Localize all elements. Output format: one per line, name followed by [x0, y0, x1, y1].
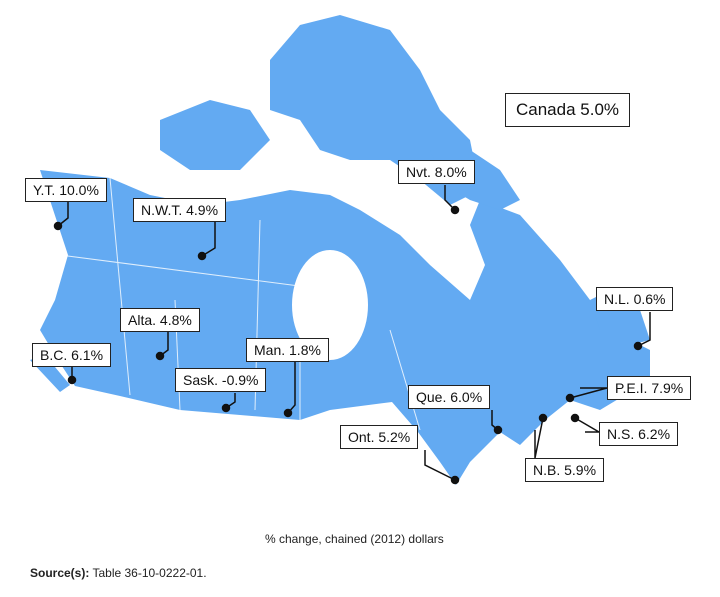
units-note: % change, chained (2012) dollars [265, 532, 444, 546]
location-dot-ont [450, 475, 460, 485]
leader-line-nvt [444, 185, 456, 211]
leader-line-yt [57, 200, 69, 227]
region-label-man: Man. 1.8% [246, 338, 329, 362]
source-label: Source(s): [30, 566, 90, 580]
location-dot-bc [67, 375, 77, 385]
western-islands [160, 100, 270, 170]
region-label-ont: Ont. 5.2% [340, 425, 419, 449]
region-label-bc: B.C. 6.1% [32, 343, 112, 367]
location-dot-pei [565, 393, 575, 403]
region-label-sask: Sask. -0.9% [175, 368, 267, 392]
location-dot-nwt [197, 251, 207, 261]
location-dot-man [283, 408, 293, 418]
location-dot-sask [221, 403, 231, 413]
location-dot-nl [633, 341, 643, 351]
region-label-nwt: N.W.T. 4.9% [133, 198, 227, 222]
region-label-ns: N.S. 6.2% [599, 422, 679, 446]
region-label-alta: Alta. 4.8% [120, 308, 200, 332]
location-dot-alta [155, 351, 165, 361]
location-dot-ns [570, 413, 580, 423]
leader-line-nl [637, 312, 651, 347]
region-label-que: Que. 6.0% [408, 385, 491, 409]
region-label-nl: N.L. 0.6% [596, 287, 674, 311]
location-dot-nb [538, 413, 548, 423]
region-label-nb: N.B. 5.9% [525, 458, 605, 482]
source-text: Table 36-10-0222-01. [92, 566, 207, 580]
arctic-islands [270, 15, 480, 205]
canada-total-label: Canada 5.0% [505, 93, 631, 127]
location-dot-yt [53, 221, 63, 231]
source-note: Source(s): Table 36-10-0222-01. [30, 566, 207, 580]
region-label-pei: P.E.I. 7.9% [607, 376, 692, 400]
region-label-nvt: Nvt. 8.0% [398, 160, 475, 184]
region-label-yt: Y.T. 10.0% [25, 178, 107, 202]
leader-line-ont [424, 450, 456, 481]
leader-line-nwt [201, 222, 216, 257]
location-dot-nvt [450, 205, 460, 215]
location-dot-que [493, 425, 503, 435]
hudson-bay [292, 250, 368, 360]
